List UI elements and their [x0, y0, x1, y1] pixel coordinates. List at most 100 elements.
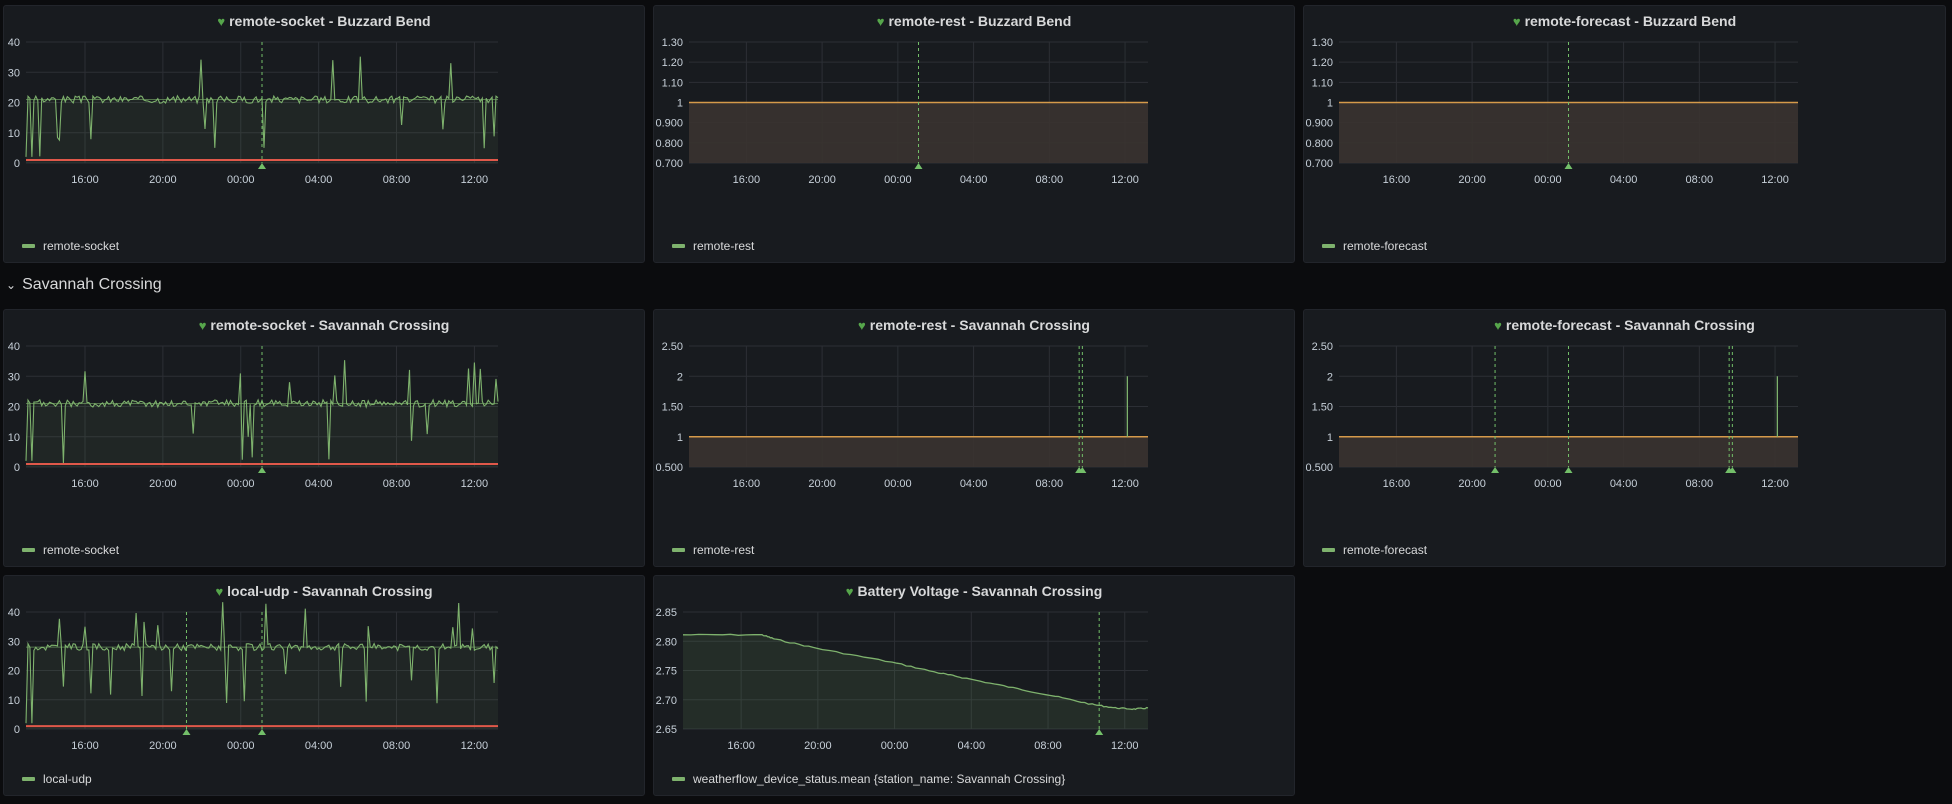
panel-title[interactable]: ♥ remote-rest - Savannah Crossing: [654, 317, 1294, 333]
y-tick-label: 0.500: [655, 462, 683, 474]
x-tick-label: 08:00: [1036, 174, 1064, 186]
x-tick-label: 04:00: [305, 740, 333, 752]
legend-swatch-icon: [1322, 244, 1335, 248]
panel-remote-socket-buzzard-bend[interactable]: ♥ remote-socket - Buzzard Bend 0 10 20 30 40 1…: [3, 5, 645, 263]
x-tick-label: 16:00: [71, 740, 99, 752]
x-tick-label: 08:00: [383, 740, 411, 752]
y-tick-label: 10: [8, 432, 20, 444]
chart-area[interactable]: 0.700 0.800 0.900 1 1.10 1.20 1.30 16:00 20:00 00…: [654, 6, 1296, 226]
y-tick-label: 1.10: [1312, 77, 1333, 89]
x-tick-label: 12:00: [461, 478, 489, 490]
legend-label: remote-socket: [43, 239, 120, 253]
panel-title[interactable]: ♥ local-udp - Savannah Crossing: [4, 583, 644, 599]
x-tick-label: 00:00: [1534, 478, 1562, 490]
panel-title[interactable]: ♥ remote-rest - Buzzard Bend: [654, 13, 1294, 29]
legend-swatch-icon: [672, 548, 685, 552]
legend-item[interactable]: remote-socket: [22, 239, 119, 253]
legend-item[interactable]: remote-rest: [672, 543, 754, 557]
x-tick-label: 08:00: [1034, 740, 1062, 752]
chart-area[interactable]: 0 10 20 30 40 16:00 20:00 00:00 04:00 08:00 12:00: [4, 310, 646, 530]
chart-area[interactable]: 2.65 2.70 2.75 2.80 2.85 16:00 20:00 00:00 04:00…: [654, 576, 1296, 766]
panel-remote-rest-buzzard-bend[interactable]: ♥ remote-rest - Buzzard Bend 0.700 0.800 0.…: [653, 5, 1295, 263]
chart-area[interactable]: 0.500 1 1.50 2 2.50 16:00 20:00 00:00 04:00 08:00…: [1304, 310, 1947, 530]
legend-item[interactable]: local-udp: [22, 772, 92, 786]
series-fill: [689, 436, 1148, 467]
panel-battery-voltage-savannah-crossing[interactable]: ♥ Battery Voltage - Savannah Crossing 2.6…: [653, 575, 1295, 796]
annotation-marker-icon: [258, 729, 266, 735]
x-tick-label: 16:00: [733, 478, 761, 490]
x-tick-label: 12:00: [1111, 174, 1139, 186]
x-tick-label: 00:00: [227, 478, 255, 490]
y-tick-label: 0: [14, 724, 20, 736]
legend-label: remote-socket: [43, 543, 120, 557]
legend-swatch-icon: [672, 777, 685, 781]
panel-title[interactable]: ♥ Battery Voltage - Savannah Crossing: [654, 583, 1294, 599]
y-tick-label: 0.700: [1305, 158, 1333, 170]
panel-remote-forecast-buzzard-bend[interactable]: ♥ remote-forecast - Buzzard Bend 0.700 0.8…: [1303, 5, 1946, 263]
panel-remote-socket-savannah-crossing[interactable]: ♥ remote-socket - Savannah Crossing 0 10 20…: [3, 309, 645, 567]
heart-icon: ♥: [845, 584, 854, 599]
legend-item[interactable]: remote-rest: [672, 239, 754, 253]
y-tick-label: 2.50: [662, 341, 683, 353]
legend-item[interactable]: remote-forecast: [1322, 543, 1427, 557]
y-tick-label: 1.10: [662, 77, 683, 89]
chart-area[interactable]: 0 10 20 30 40 16:00 20:00 00:00 04:00 08:00 12:00: [4, 576, 646, 766]
x-tick-label: 04:00: [305, 174, 333, 186]
x-tick-label: 16:00: [71, 174, 99, 186]
chart-area[interactable]: 0 10 20 30 40 16:00 20:00 00:00 04:00 08:00 12:00: [4, 6, 646, 226]
y-tick-label: 20: [8, 98, 20, 110]
x-tick-label: 04:00: [958, 740, 986, 752]
legend-swatch-icon: [672, 244, 685, 248]
panel-local-udp-savannah-crossing[interactable]: ♥ local-udp - Savannah Crossing 0 10 20 30 40…: [3, 575, 645, 796]
x-tick-label: 00:00: [227, 740, 255, 752]
panel-remote-rest-savannah-crossing[interactable]: ♥ remote-rest - Savannah Crossing 0.500 1 1…: [653, 309, 1295, 567]
x-tick-label: 12:00: [461, 174, 489, 186]
heart-icon: ♥: [1494, 318, 1502, 333]
y-tick-label: 2.80: [656, 636, 677, 648]
y-tick-label: 1: [1327, 432, 1333, 444]
panel-title-text: remote-socket - Buzzard Bend: [229, 13, 431, 29]
y-tick-label: 2.50: [1312, 341, 1333, 353]
panel-title[interactable]: ♥ remote-forecast - Savannah Crossing: [1304, 317, 1945, 333]
y-tick-label: 1: [677, 432, 683, 444]
annotation-marker-icon: [258, 163, 266, 169]
chart-area[interactable]: 0.500 1 1.50 2 2.50 16:00 20:00 00:00 04:00 08:00…: [654, 310, 1296, 530]
x-tick-label: 16:00: [71, 478, 99, 490]
panel-remote-forecast-savannah-crossing[interactable]: ♥ remote-forecast - Savannah Crossing 0.5…: [1303, 309, 1946, 567]
panel-title[interactable]: ♥ remote-forecast - Buzzard Bend: [1304, 13, 1945, 29]
panel-title-text: Battery Voltage - Savannah Crossing: [857, 583, 1103, 599]
row-header-savannah-crossing[interactable]: ⌄ Savannah Crossing: [6, 276, 162, 294]
panel-title[interactable]: ♥ remote-socket - Buzzard Bend: [4, 13, 644, 29]
legend-item[interactable]: remote-forecast: [1322, 239, 1427, 253]
x-tick-label: 00:00: [1534, 174, 1562, 186]
legend-swatch-icon: [1322, 548, 1335, 552]
y-tick-label: 10: [8, 128, 20, 140]
annotation-marker-icon: [1095, 729, 1104, 735]
y-tick-label: 40: [8, 607, 20, 619]
panel-title-text: remote-forecast - Buzzard Bend: [1524, 13, 1737, 29]
y-tick-label: 20: [8, 402, 20, 414]
y-tick-label: 0.700: [655, 158, 683, 170]
panel-title[interactable]: ♥ remote-socket - Savannah Crossing: [4, 317, 644, 333]
legend-item[interactable]: remote-socket: [22, 543, 119, 557]
legend-label: remote-forecast: [1343, 239, 1428, 253]
legend-label: local-udp: [43, 772, 92, 786]
heart-icon: ♥: [215, 584, 224, 599]
y-tick-label: 30: [8, 636, 20, 648]
heart-icon: ♥: [858, 318, 866, 333]
row-title: Savannah Crossing: [22, 276, 162, 293]
x-tick-label: 20:00: [1458, 478, 1486, 490]
x-tick-label: 16:00: [1383, 174, 1411, 186]
x-tick-label: 12:00: [1111, 740, 1139, 752]
chart-area[interactable]: 0.700 0.800 0.900 1 1.10 1.20 1.30 16:00 20:00 00…: [1304, 6, 1947, 226]
x-tick-label: 16:00: [733, 174, 761, 186]
y-tick-label: 1.30: [662, 37, 683, 49]
legend-label: remote-rest: [693, 239, 755, 253]
chevron-down-icon: ⌄: [6, 278, 17, 292]
y-tick-label: 0.900: [655, 118, 683, 130]
y-tick-label: 0.900: [1305, 118, 1333, 130]
legend-item[interactable]: weatherflow_device_status.mean {station_…: [672, 772, 1065, 786]
y-tick-label: 0: [14, 462, 20, 474]
series-fill: [683, 634, 1148, 729]
x-tick-label: 20:00: [149, 478, 177, 490]
